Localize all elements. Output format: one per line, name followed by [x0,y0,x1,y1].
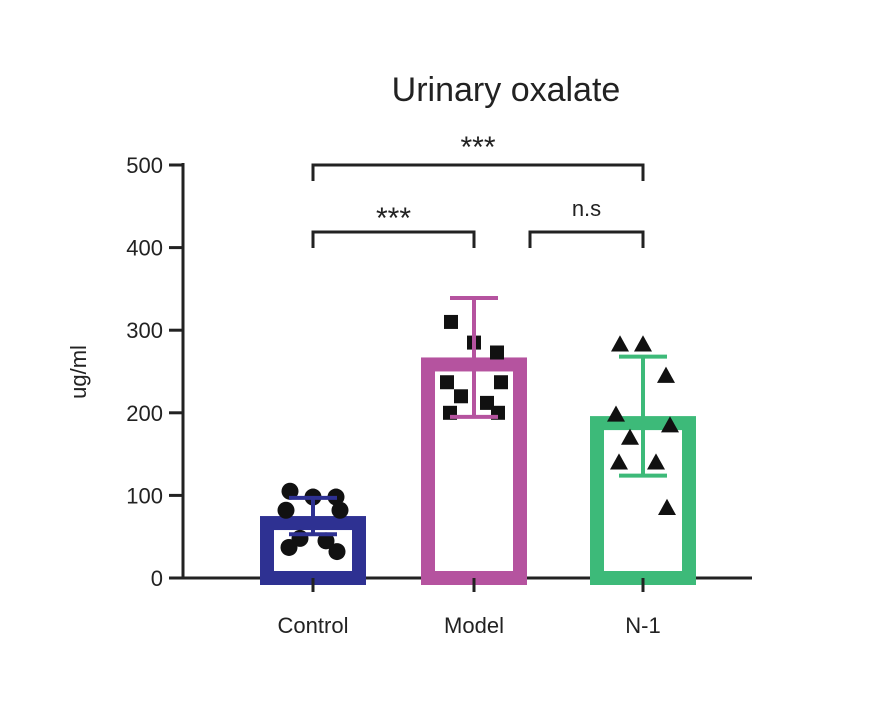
data-point [281,482,299,500]
y-tick-label: 0 [151,566,163,591]
significance-bracket [528,230,645,248]
data-point [490,345,504,360]
data-point [454,389,468,404]
y-tick-label: 400 [126,236,163,261]
chart-title: Urinary oxalate [392,71,621,109]
significance-bracket [311,230,476,248]
y-axis-label: ug/ml [66,345,91,399]
data-point [658,498,676,515]
data-point [480,395,494,410]
y-tick-label: 300 [126,318,163,343]
significance-label: *** [460,131,495,164]
data-point [328,543,346,561]
data-point [661,416,679,433]
x-tick-label: N-1 [625,613,660,638]
data-point [607,405,625,422]
data-point [277,501,295,519]
data-point [657,366,675,383]
data-point [317,532,335,550]
significance-label: n.s [572,196,601,221]
data-point [647,453,665,470]
significance-bracket [311,163,645,181]
significance-label: *** [376,202,411,235]
data-point [621,428,639,445]
data-point [444,314,458,329]
data-point [611,335,629,352]
data-point [494,375,508,390]
data-point [634,335,652,352]
x-tick-label: Control [278,613,349,638]
data-point [610,453,628,470]
data-point [440,375,454,390]
data-point [280,538,298,556]
y-tick-label: 100 [126,483,163,508]
y-tick-label: 200 [126,401,163,426]
x-tick-label: Model [444,613,504,638]
data-point [331,501,349,519]
y-tick-label: 500 [126,153,163,178]
